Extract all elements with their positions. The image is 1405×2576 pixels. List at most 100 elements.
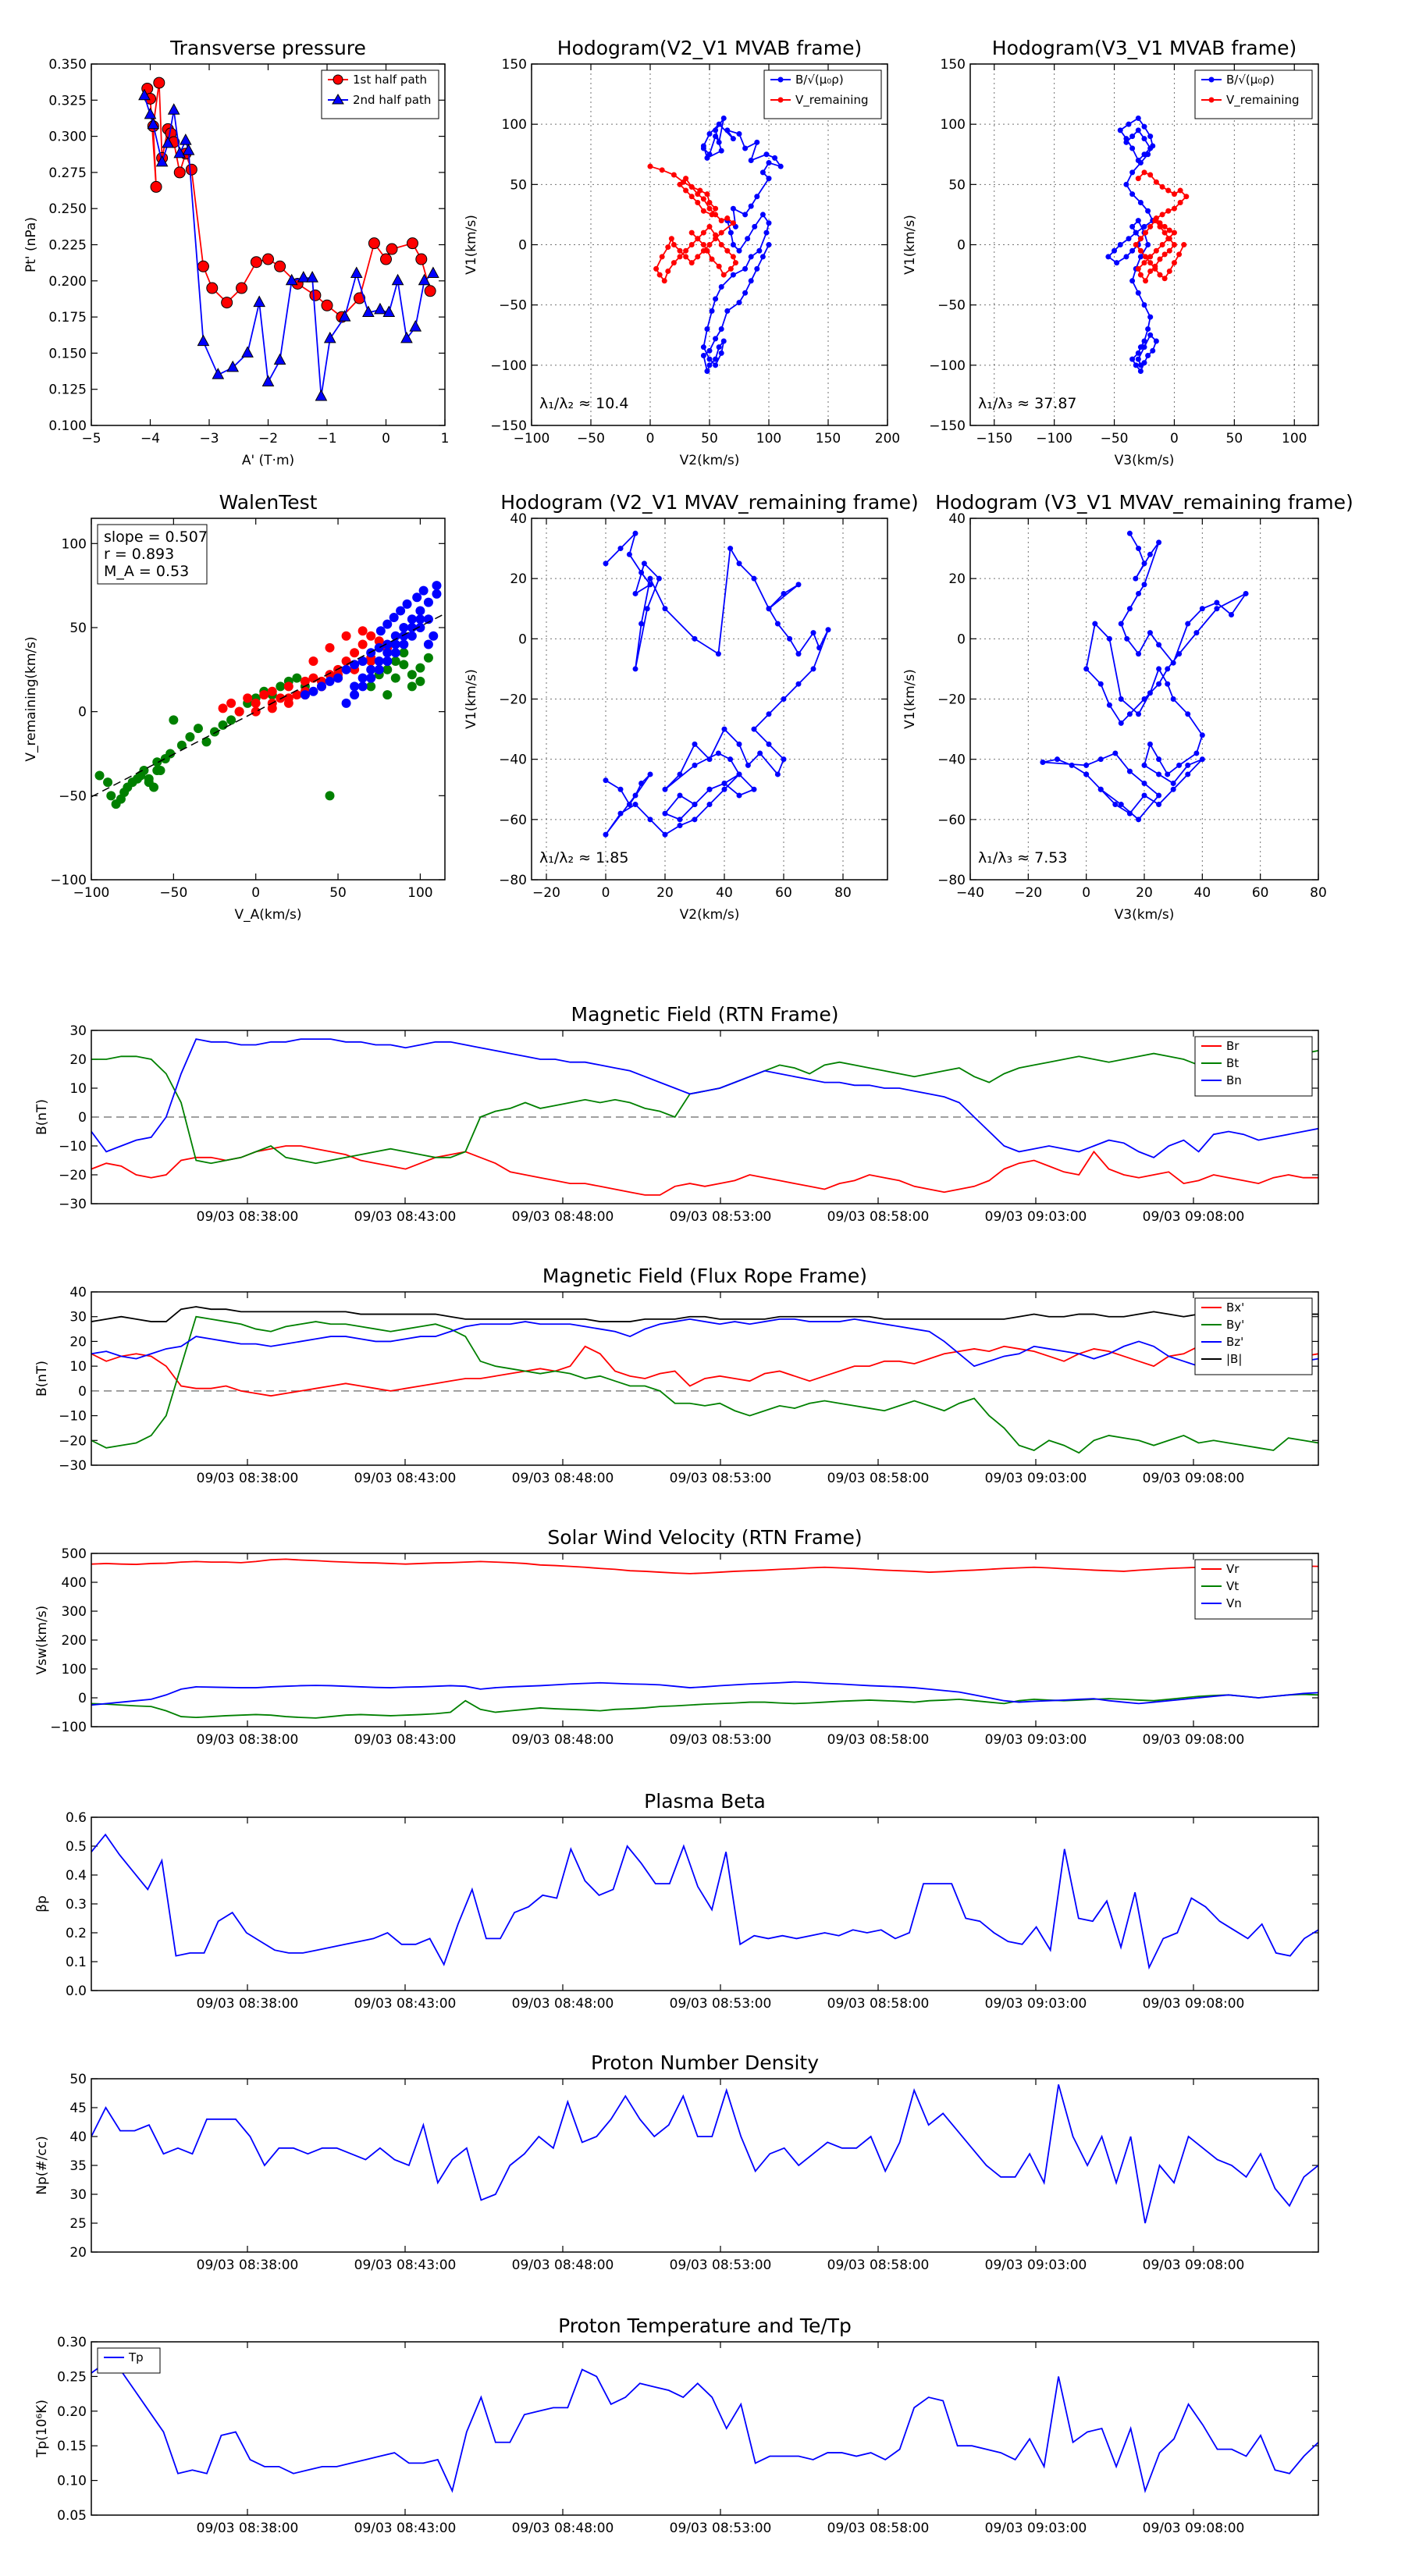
data-point xyxy=(1137,254,1144,260)
data-point xyxy=(617,786,624,792)
scatter-point xyxy=(418,585,429,596)
data-point xyxy=(1092,621,1098,627)
data-point xyxy=(709,308,715,314)
x-tick-label: −2 xyxy=(258,431,278,447)
series-line-Vr xyxy=(91,1558,1318,1574)
x-tick-label: 09/03 08:58:00 xyxy=(827,1732,930,1748)
data-point xyxy=(704,326,710,333)
data-point xyxy=(374,302,386,315)
data-point xyxy=(1069,762,1075,768)
x-tick-label: 09/03 08:38:00 xyxy=(197,2258,299,2273)
data-point xyxy=(1141,136,1147,142)
data-point xyxy=(1156,792,1162,799)
data-point xyxy=(713,336,719,342)
data-point xyxy=(297,271,310,283)
data-point xyxy=(795,582,802,588)
data-point xyxy=(706,242,713,247)
legend-marker xyxy=(332,94,344,105)
x-tick-label: −1 xyxy=(317,431,336,447)
data-point xyxy=(1161,223,1168,229)
data-point xyxy=(1193,630,1200,636)
scatter-point xyxy=(350,648,360,658)
data-point xyxy=(1141,260,1147,266)
data-point xyxy=(1124,635,1130,642)
data-point xyxy=(704,155,710,161)
plot-area xyxy=(91,1558,1318,1719)
scatter-point xyxy=(432,581,442,591)
data-point xyxy=(638,621,645,627)
data-point xyxy=(692,802,698,808)
scatter-point xyxy=(399,660,409,670)
data-point xyxy=(1097,681,1104,687)
x-tick-label: 1 xyxy=(441,431,450,447)
data-point xyxy=(1126,810,1133,817)
data-point xyxy=(736,771,742,777)
data-point xyxy=(1133,242,1139,247)
x-tick-label: 09/03 08:43:00 xyxy=(354,2258,457,2273)
legend-label: 2nd half path xyxy=(353,93,431,107)
x-tick-label: −50 xyxy=(159,885,187,901)
stats-line: slope = 0.507 xyxy=(104,528,208,546)
y-tick-label: −150 xyxy=(929,418,966,434)
scatter-point xyxy=(139,766,149,776)
scatter-point xyxy=(218,720,228,730)
data-point xyxy=(1214,606,1220,612)
data-point xyxy=(1055,756,1060,763)
data-point xyxy=(706,362,713,368)
y-tick-label: 100 xyxy=(62,536,87,552)
series-line-Vn xyxy=(91,1681,1318,1706)
data-point xyxy=(692,635,698,642)
data-point xyxy=(716,263,722,269)
data-point xyxy=(1141,792,1147,799)
data-point xyxy=(677,792,683,799)
data-point xyxy=(1152,265,1158,272)
data-point xyxy=(197,260,209,272)
x-tick-label: 09/03 08:58:00 xyxy=(827,2521,930,2536)
scatter-point xyxy=(399,648,409,658)
data-point xyxy=(677,771,683,777)
scatter-point xyxy=(415,614,425,624)
chart-h3: Hodogram (V2_V1 MVAV_remaining frame) V1(… xyxy=(464,491,919,923)
data-point xyxy=(253,295,266,308)
y-tick-label: −20 xyxy=(59,1168,87,1183)
x-tick-label: −50 xyxy=(577,431,605,447)
data-point xyxy=(1165,666,1171,672)
y-tick-label: 500 xyxy=(62,1546,87,1562)
data-point xyxy=(656,272,663,278)
y-tick-label: −150 xyxy=(490,418,527,434)
data-point xyxy=(1129,191,1136,197)
data-point xyxy=(745,236,751,242)
y-tick-label: −80 xyxy=(499,873,527,888)
series-line-beta xyxy=(91,1833,1318,1970)
data-point xyxy=(1170,660,1176,666)
data-point xyxy=(338,310,351,322)
data-point xyxy=(1135,265,1141,272)
data-point xyxy=(766,242,772,247)
data-point xyxy=(1161,251,1168,258)
plot-area xyxy=(138,76,439,401)
data-point xyxy=(718,284,724,290)
data-point xyxy=(406,237,418,250)
scatter-point xyxy=(300,690,310,700)
y-tick-label: 0.350 xyxy=(48,57,87,73)
data-point xyxy=(659,254,665,260)
data-point xyxy=(795,651,802,657)
y-tick-label: 50 xyxy=(69,621,87,636)
scatter-point xyxy=(165,749,176,759)
data-point xyxy=(427,266,439,279)
y-tick-label: 0.10 xyxy=(57,2474,87,2489)
x-tick-label: 09/03 08:53:00 xyxy=(670,2258,772,2273)
legend: Tp xyxy=(97,2347,161,2374)
data-point xyxy=(683,254,689,260)
data-point xyxy=(1170,781,1176,787)
scatter-point xyxy=(374,636,384,646)
x-tick-label: 09/03 09:08:00 xyxy=(1143,1996,1245,2012)
y-axis-label: V1(km/s) xyxy=(902,669,918,729)
scatter-point xyxy=(382,619,393,629)
data-point xyxy=(1135,176,1141,182)
axes-frame xyxy=(91,2341,1319,2516)
data-point xyxy=(173,166,186,179)
legend-label: Vr xyxy=(1226,1562,1240,1576)
chart-mag_rtn: Magnetic Field (RTN Frame) B(nT) −30 −20 −10… xyxy=(34,1003,1319,1225)
y-tick-label: 0 xyxy=(518,238,527,254)
